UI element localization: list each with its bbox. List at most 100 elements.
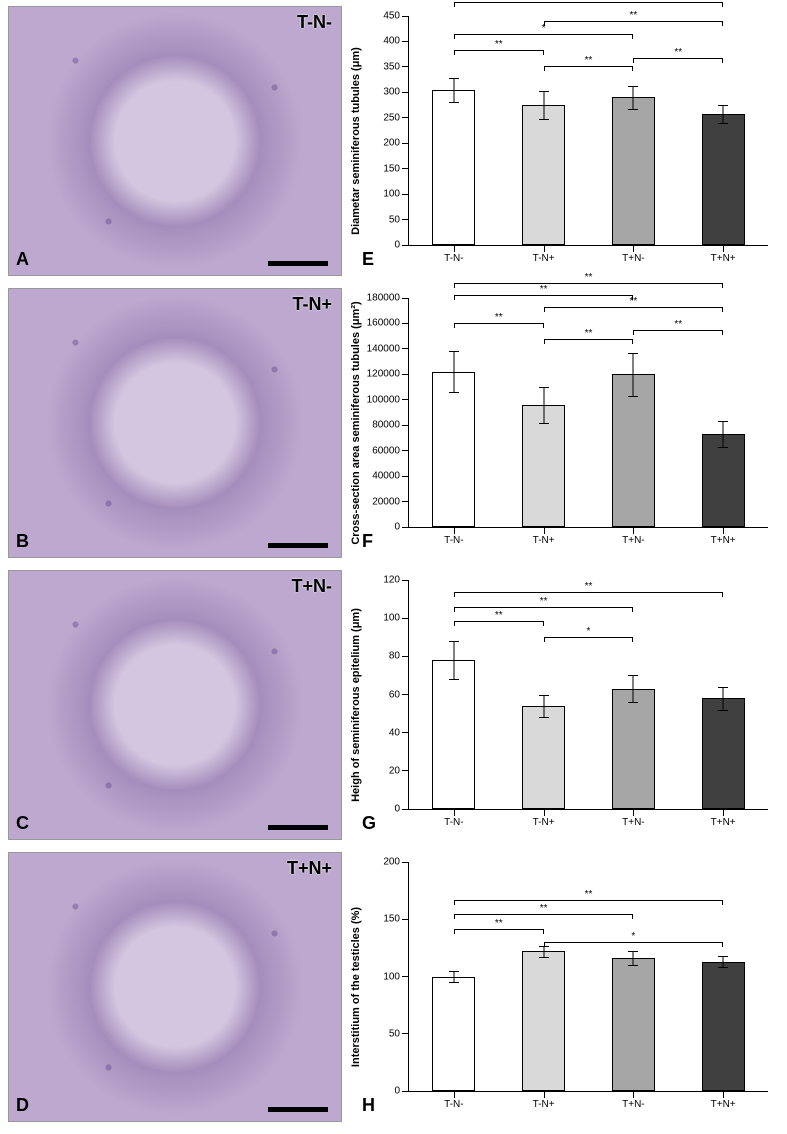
significance-bracket: [544, 307, 724, 308]
y-tick-label: 450: [383, 11, 400, 22]
x-tick-label: T+N+: [711, 817, 736, 828]
y-axis-label: Heigh of seminiferous epitelium (μm): [350, 608, 362, 802]
micrograph-B: T-N+ B: [8, 288, 342, 558]
significance-bracket: [544, 637, 634, 638]
y-tick-label: 140000: [367, 343, 400, 354]
y-tick-label: 40000: [372, 471, 400, 482]
significance-bracket: [454, 607, 634, 608]
y-tick-label: 0: [394, 1086, 400, 1097]
significance-label: **: [585, 889, 593, 900]
micrograph-A: T-N- A: [8, 6, 342, 276]
y-tick-label: 0: [394, 804, 400, 815]
significance-label: **: [674, 47, 682, 58]
significance-label: *: [631, 931, 635, 942]
x-tick-label: T+N+: [711, 253, 736, 264]
x-tick-label: T+N-: [622, 535, 645, 546]
y-tick-label: 50: [389, 214, 400, 225]
chart-G: Heigh of seminiferous epitelium (μm)0204…: [356, 570, 776, 840]
y-tick-label: 50: [389, 1028, 400, 1039]
y-tick-label: 400: [383, 36, 400, 47]
chart-E: Diametar seminiferous tubules (μm)050100…: [356, 6, 776, 276]
x-tick-label: T-N-: [444, 1099, 463, 1110]
significance-label: **: [540, 903, 548, 914]
significance-label: **: [495, 39, 503, 50]
bar-T-N+: [522, 105, 565, 245]
y-tick-label: 350: [383, 61, 400, 72]
micrograph-C: T+N- C: [8, 570, 342, 840]
significance-label: **: [629, 296, 637, 307]
y-axis-label: Cross-section area seminiferous tubules …: [350, 301, 362, 544]
significance-label: **: [674, 319, 682, 330]
panel-letter: E: [362, 249, 374, 270]
plot-area: 020406080100120T-N-T-N+T+N-T+N+*******: [408, 580, 768, 810]
condition-label: T-N-: [297, 12, 332, 33]
x-tick-label: T-N+: [533, 253, 555, 264]
y-tick-label: 100: [383, 613, 400, 624]
x-tick-label: T-N-: [444, 535, 463, 546]
x-tick-label: T+N+: [711, 1099, 736, 1110]
y-tick-label: 150: [383, 163, 400, 174]
significance-label: **: [585, 0, 593, 2]
y-tick-label: 20000: [372, 496, 400, 507]
significance-bracket: [454, 2, 723, 3]
significance-bracket: [544, 942, 724, 943]
bar-T+N-: [612, 374, 655, 527]
bar-T+N-: [612, 689, 655, 809]
y-tick-label: 250: [383, 112, 400, 123]
bar-T-N+: [522, 706, 565, 809]
significance-bracket: [454, 283, 723, 284]
bar-T+N+: [702, 962, 745, 1091]
y-tick-label: 200: [383, 138, 400, 149]
y-tick-label: 80000: [372, 420, 400, 431]
significance-bracket: [454, 295, 634, 296]
condition-label: T+N-: [292, 576, 333, 597]
significance-label: **: [585, 272, 593, 283]
significance-label: **: [495, 610, 503, 621]
plot-area: 050100150200250300350400450T-N-T-N+T+N-T…: [408, 16, 768, 246]
y-tick-label: 180000: [367, 293, 400, 304]
significance-label: **: [629, 10, 637, 21]
significance-bracket: [544, 339, 634, 340]
y-tick-label: 200: [383, 857, 400, 868]
significance-label: **: [585, 55, 593, 66]
histology-image-placeholder: [8, 288, 342, 558]
y-axis-label: Diametar seminiferous tubules (μm): [350, 47, 362, 235]
scale-bar: [268, 261, 328, 266]
x-tick-label: T+N-: [622, 253, 645, 264]
bar-T+N+: [702, 434, 745, 527]
condition-label: T-N+: [292, 294, 332, 315]
plot-area: 050100150200T-N-T-N+T+N-T+N+*******: [408, 862, 768, 1092]
significance-bracket: [454, 34, 634, 35]
scale-bar: [268, 1107, 328, 1112]
panel-letter: A: [16, 249, 29, 270]
x-tick-label: T+N-: [622, 817, 645, 828]
significance-bracket: [454, 323, 544, 324]
bar-T+N+: [702, 698, 745, 809]
x-tick-label: T-N-: [444, 253, 463, 264]
chart-H: Interstitium of the testicles (%)0501001…: [356, 852, 776, 1122]
significance-label: **: [585, 328, 593, 339]
bar-T+N-: [612, 958, 655, 1091]
panel-letter: B: [16, 531, 29, 552]
histology-image-placeholder: [8, 852, 342, 1122]
bar-T+N+: [702, 114, 745, 245]
panel-letter: H: [362, 1095, 375, 1116]
y-tick-label: 300: [383, 87, 400, 98]
y-tick-label: 80: [389, 651, 400, 662]
x-tick-label: T+N+: [711, 535, 736, 546]
y-tick-label: 100: [383, 189, 400, 200]
scale-bar: [268, 825, 328, 830]
significance-bracket: [454, 50, 544, 51]
significance-bracket: [544, 66, 634, 67]
significance-label: **: [585, 581, 593, 592]
bar-T+N-: [612, 97, 655, 245]
significance-label: *: [587, 626, 591, 637]
bar-T-N-: [432, 372, 475, 527]
x-tick-label: T-N-: [444, 817, 463, 828]
chart-F: Cross-section area seminiferous tubules …: [356, 288, 776, 558]
y-tick-label: 0: [394, 240, 400, 251]
significance-label: **: [540, 284, 548, 295]
significance-bracket: [454, 621, 544, 622]
y-tick-label: 20: [389, 765, 400, 776]
y-tick-label: 100: [383, 971, 400, 982]
